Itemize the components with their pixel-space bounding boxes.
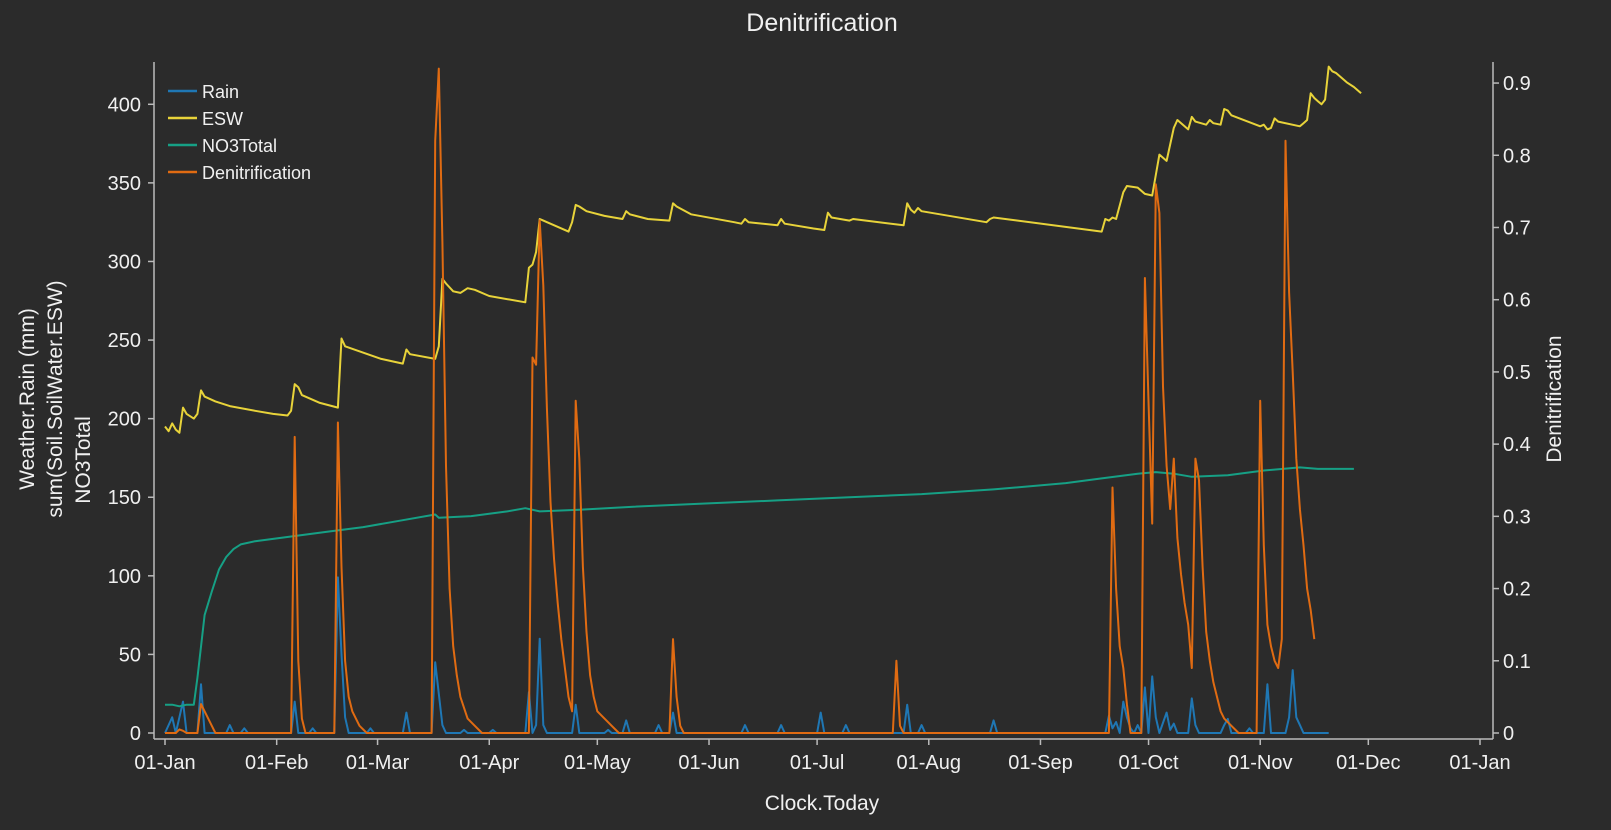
chart-title: Denitrification	[746, 9, 897, 37]
left-y-axis-label-line: Weather.Rain (mm)	[16, 308, 39, 490]
right-y-tick-label: 0.9	[1503, 73, 1531, 95]
left-y-axis-label-line: NO3Total	[72, 416, 95, 504]
left-y-tick-label: 50	[119, 644, 141, 666]
left-y-tick-label: 100	[108, 566, 141, 588]
legend-label-rain: Rain	[202, 82, 239, 102]
left-y-tick-label: 0	[130, 723, 141, 745]
right-y-tick-label: 0.2	[1503, 579, 1531, 601]
x-tick-label: 01-May	[564, 752, 631, 774]
legend-label-no3total: NO3Total	[202, 136, 277, 156]
x-tick-label: 01-Aug	[897, 752, 962, 774]
x-tick-label: 01-Apr	[459, 752, 519, 774]
right-y-tick-label: 0	[1503, 723, 1514, 745]
right-y-axis-label: Denitrification	[1543, 335, 1566, 462]
right-y-tick-label: 0.7	[1503, 217, 1531, 239]
x-tick-label: 01-Jan	[1449, 752, 1510, 774]
right-y-tick-label: 0.8	[1503, 145, 1531, 167]
x-tick-label: 01-Oct	[1119, 752, 1179, 774]
legend: Rain ESW NO3Total Denitrification	[168, 82, 311, 183]
left-y-tick-label: 250	[108, 330, 141, 352]
x-tick-label: 01-Jan	[134, 752, 195, 774]
series-line-no3total	[165, 466, 1354, 708]
left-y-tick-label: 300	[108, 251, 141, 273]
right-y-tick-label: 0.3	[1503, 506, 1531, 528]
series-line-denitrification	[165, 67, 1316, 734]
x-tick-label: 01-Dec	[1336, 752, 1400, 774]
left-y-tick-label: 350	[108, 173, 141, 195]
x-tick-label: 01-Feb	[245, 752, 308, 774]
series-line-esw	[164, 65, 1362, 434]
right-y-tick-label: 0.5	[1503, 362, 1531, 384]
x-tick-label: 01-Mar	[346, 752, 410, 774]
plot-area	[164, 65, 1362, 734]
legend-label-esw: ESW	[202, 109, 243, 129]
left-y-axis-label: Weather.Rain (mm) sum(Soil.SoilWater.ESW)…	[16, 280, 95, 517]
x-tick-label: 01-Nov	[1228, 752, 1292, 774]
x-axis-label: Clock.Today	[765, 792, 880, 815]
x-tick-label: 01-Jun	[678, 752, 739, 774]
left-y-tick-label: 200	[108, 409, 141, 431]
left-y-tick-label: 150	[108, 487, 141, 509]
left-y-tick-label: 400	[108, 94, 141, 116]
axes: 01-Jan 01-Feb 01-Mar 01-Apr 01-May 01-Jun 01-J…	[108, 62, 1531, 774]
right-y-tick-label: 0.6	[1503, 290, 1531, 312]
left-y-axis-label-line: sum(Soil.SoilWater.ESW)	[44, 280, 67, 517]
right-y-tick-label: 0.1	[1503, 651, 1531, 673]
right-y-tick-label: 0.4	[1503, 434, 1531, 456]
legend-label-denitrification: Denitrification	[202, 163, 311, 183]
x-tick-label: 01-Sep	[1008, 752, 1073, 774]
series-line-rain	[164, 576, 1329, 734]
x-tick-label: 01-Jul	[790, 752, 844, 774]
